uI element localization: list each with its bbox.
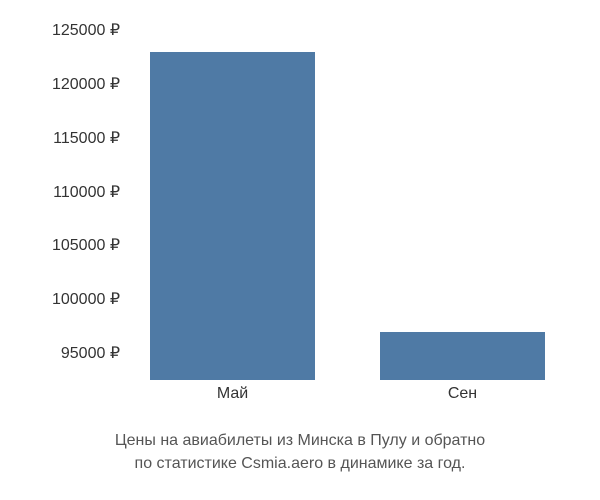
y-tick-label: 115000 ₽ (20, 128, 120, 148)
plot-area (130, 30, 570, 380)
x-tick-label: Май (217, 385, 248, 403)
bar (150, 52, 315, 380)
price-chart: 95000 ₽ 100000 ₽ 105000 ₽ 110000 ₽ 115000 ₽ 1… (20, 20, 580, 420)
caption-line-1: Цены на авиабилеты из Минска в Пулу и об… (0, 430, 600, 452)
y-tick-label: 125000 ₽ (20, 20, 120, 40)
x-tick-label: Сен (448, 385, 477, 403)
chart-caption: Цены на авиабилеты из Минска в Пулу и об… (0, 430, 600, 475)
caption-line-2: по статистике Csmia.aero в динамике за г… (0, 453, 600, 475)
y-tick-label: 110000 ₽ (20, 182, 120, 202)
bar (380, 332, 545, 380)
y-tick-label: 105000 ₽ (20, 235, 120, 255)
y-tick-label: 120000 ₽ (20, 74, 120, 94)
y-tick-label: 95000 ₽ (20, 343, 120, 363)
y-tick-label: 100000 ₽ (20, 289, 120, 309)
